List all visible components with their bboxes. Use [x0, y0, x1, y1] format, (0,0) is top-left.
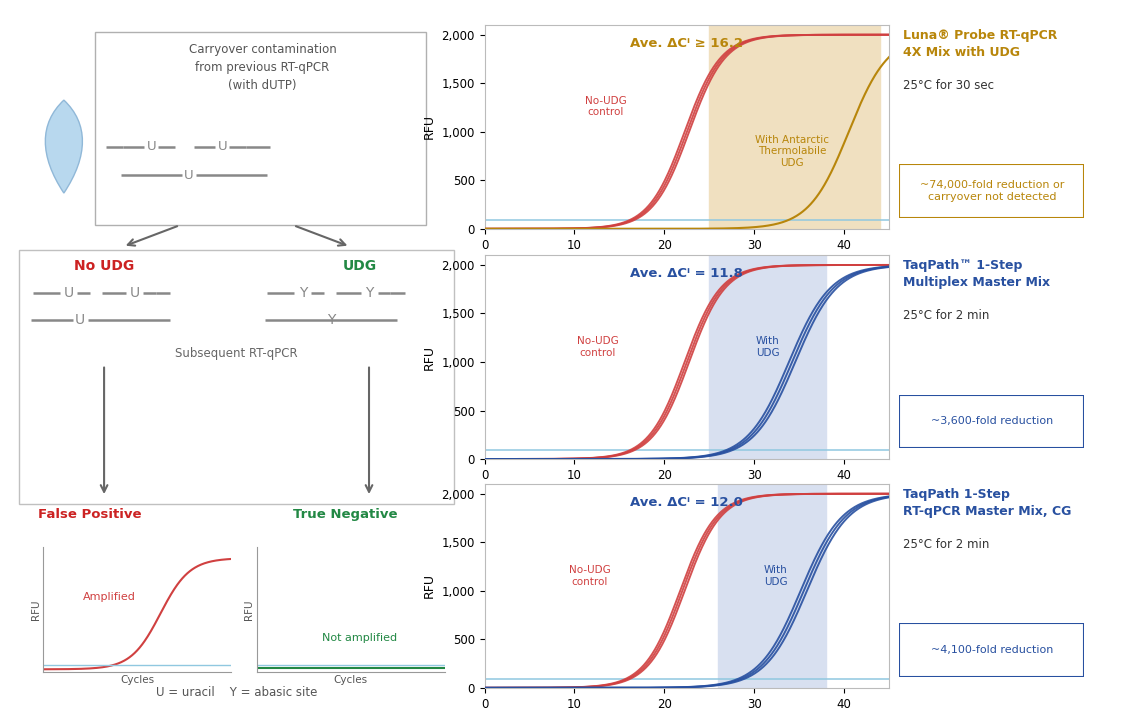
X-axis label: Cycles: Cycles	[334, 675, 367, 685]
Text: ~3,600-fold reduction: ~3,600-fold reduction	[930, 417, 1053, 426]
Text: U: U	[147, 140, 156, 153]
Text: Ave. ΔCⁱ ≥ 16.2: Ave. ΔCⁱ ≥ 16.2	[630, 37, 743, 50]
Text: Y: Y	[327, 313, 335, 327]
X-axis label: Cycles: Cycles	[665, 257, 709, 270]
Text: Amplified: Amplified	[83, 591, 136, 601]
Bar	[709, 25, 880, 229]
Text: TaqPath™ 1-Step
Multiplex Master Mix: TaqPath™ 1-Step Multiplex Master Mix	[903, 259, 1050, 289]
FancyBboxPatch shape	[899, 623, 1084, 677]
Text: Y: Y	[365, 286, 373, 300]
Text: ~74,000-fold reduction or
carryover not detected: ~74,000-fold reduction or carryover not …	[920, 180, 1064, 202]
Text: Subsequent RT-qPCR: Subsequent RT-qPCR	[176, 347, 298, 360]
FancyBboxPatch shape	[899, 164, 1084, 218]
Text: ~4,100-fold reduction: ~4,100-fold reduction	[930, 646, 1053, 655]
Text: Not amplified: Not amplified	[323, 633, 398, 643]
FancyBboxPatch shape	[95, 32, 425, 225]
FancyBboxPatch shape	[899, 395, 1084, 448]
Text: False Positive: False Positive	[38, 508, 141, 521]
Text: True Negative: True Negative	[293, 508, 398, 521]
Text: No-UDG
control: No-UDG control	[569, 565, 611, 586]
Y-axis label: RFU: RFU	[244, 599, 254, 620]
Text: With Antarctic
Thermolabile
UDG: With Antarctic Thermolabile UDG	[755, 134, 829, 168]
Text: U: U	[130, 286, 140, 300]
Text: 25°C for 30 sec: 25°C for 30 sec	[903, 79, 994, 92]
PathPatch shape	[46, 100, 82, 193]
Text: UDG: UDG	[342, 259, 376, 273]
Text: Ave. ΔCⁱ = 12.0: Ave. ΔCⁱ = 12.0	[630, 496, 743, 509]
Text: U: U	[184, 169, 193, 182]
Text: With
UDG: With UDG	[764, 565, 788, 586]
Bar	[718, 484, 826, 688]
Text: Carryover contamination
from previous RT-qPCR
(with dUTP): Carryover contamination from previous RT…	[189, 43, 336, 92]
Y-axis label: RFU: RFU	[423, 345, 435, 370]
Text: Ave. ΔCⁱ = 11.8: Ave. ΔCⁱ = 11.8	[630, 267, 743, 280]
Text: No-UDG
control: No-UDG control	[577, 336, 619, 358]
X-axis label: Cycles: Cycles	[665, 488, 709, 500]
Text: 25°C for 2 min: 25°C for 2 min	[903, 538, 990, 551]
Text: No UDG: No UDG	[74, 259, 135, 273]
X-axis label: Cycles: Cycles	[121, 675, 154, 685]
Text: U = uracil    Y = abasic site: U = uracil Y = abasic site	[156, 686, 317, 699]
Y-axis label: RFU: RFU	[423, 114, 435, 139]
FancyBboxPatch shape	[19, 250, 454, 504]
Y-axis label: RFU: RFU	[423, 573, 435, 598]
Text: Luna® Probe RT-qPCR
4X Mix with UDG: Luna® Probe RT-qPCR 4X Mix with UDG	[903, 29, 1057, 59]
Text: Y: Y	[299, 286, 307, 300]
Text: 25°C for 2 min: 25°C for 2 min	[903, 309, 990, 322]
Y-axis label: RFU: RFU	[31, 599, 41, 620]
Text: U: U	[64, 286, 74, 300]
Text: U: U	[74, 313, 84, 327]
Text: No-UDG
control: No-UDG control	[585, 96, 627, 117]
Text: U: U	[218, 140, 227, 153]
Text: TaqPath 1-Step
RT-qPCR Master Mix, CG: TaqPath 1-Step RT-qPCR Master Mix, CG	[903, 488, 1072, 518]
Text: With
UDG: With UDG	[756, 336, 780, 358]
Bar	[709, 255, 826, 459]
